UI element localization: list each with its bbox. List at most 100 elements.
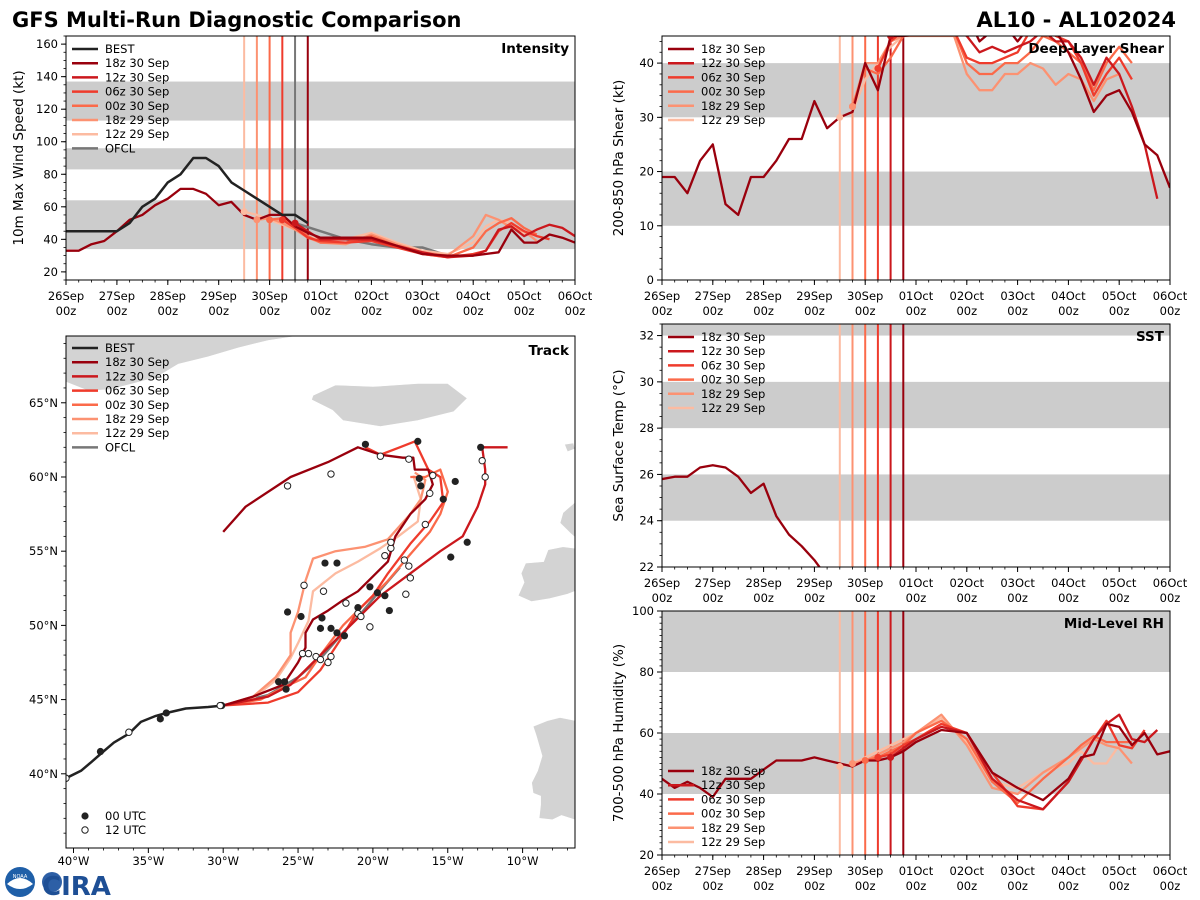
- land-faroe: [564, 442, 575, 453]
- legend-marker-00utc: [81, 812, 89, 820]
- shear-y-tick-label: 0: [647, 273, 654, 287]
- shear-x-tick-label-hour: 00z: [956, 304, 977, 318]
- track-marker-12utc: [381, 551, 389, 560]
- track-marker-00utc: [333, 629, 341, 637]
- track-panel: 40°W 35°W 30°W 25°W 20°W 15°W 10°W 40°N 45°N 50°N…: [29, 335, 576, 868]
- legend-label-00z-30-sep: 00z 30 Sep: [105, 398, 169, 412]
- intensity-series-best: [66, 156, 309, 233]
- legend-label-best: BEST: [105, 42, 135, 56]
- intensity-run-start-18z-29-sep: [253, 216, 261, 224]
- legend-label-ofcl: OFCL: [105, 141, 136, 155]
- track-marker-12utc: [429, 471, 437, 480]
- shear-band-0: [662, 171, 1170, 226]
- intensity-series-12z-29-sep: [243, 210, 525, 256]
- track-marker-00utc: [439, 495, 447, 503]
- rh-x-tick-label-hour: 00z: [753, 879, 774, 893]
- legend-label-18z-29-sep: 18z 29 Sep: [105, 412, 169, 426]
- track-marker-12utc: [366, 623, 374, 631]
- shear-x-tick-label-day: 26Sep: [644, 289, 680, 303]
- legend-label-12z-29-sep: 12z 29 Sep: [701, 401, 765, 415]
- track-marker-12utc: [481, 473, 489, 481]
- track-marker-00utc: [282, 685, 290, 693]
- intensity-panel: 2040608010012014016026Sep00z27Sep00z28Se…: [11, 35, 593, 318]
- track-line-12z-29-sep: [222, 475, 422, 707]
- shear-x-tick-label-hour: 00z: [1007, 304, 1028, 318]
- track-marker-00utc: [354, 603, 362, 612]
- sst-x-tick-label-day: 04Oct: [1051, 576, 1086, 590]
- rh-band-1: [662, 611, 1170, 672]
- legend-label-18z-30-sep: 18z 30 Sep: [105, 355, 169, 369]
- shear-x-tick-label-hour: 00z: [906, 304, 927, 318]
- shear-x-tick-label-day: 04Oct: [1051, 289, 1086, 303]
- legend-label-18z-29-sep: 18z 29 Sep: [105, 113, 169, 127]
- track-marker-00utc: [274, 678, 283, 686]
- intensity-x-tick-label-hour: 00z: [107, 304, 128, 318]
- land-iceland: [311, 383, 468, 427]
- track-marker-00utc: [283, 608, 292, 616]
- track-marker-12utc: [216, 701, 224, 710]
- shear-x-tick-label-hour: 00z: [753, 304, 774, 318]
- shear-x-tick-label-day: 30Sep: [847, 289, 883, 303]
- intensity-panel-title: Intensity: [501, 41, 569, 57]
- rh-y-tick-label: 20: [639, 848, 654, 862]
- legend-label-12z-29-sep: 12z 29 Sep: [701, 835, 765, 849]
- track-marker-00utc: [373, 589, 381, 597]
- track-marker-00utc: [451, 477, 459, 486]
- shear-x-tick-label-hour: 00z: [702, 304, 723, 318]
- legend-label-06z-30-sep: 06z 30 Sep: [701, 792, 765, 806]
- track-line-best: [66, 704, 224, 780]
- rh-x-tick-label-hour: 00z: [1109, 879, 1130, 893]
- legend-label-00z-30-sep: 00z 30 Sep: [701, 807, 765, 821]
- track-panel-title: Track: [529, 343, 570, 359]
- intensity-x-tick-label-hour: 00z: [259, 304, 280, 318]
- intensity-x-tick-label-day: 29Sep: [201, 289, 237, 303]
- shear-x-tick-label-hour: 00z: [1058, 304, 1079, 318]
- rh-run-start-12z-29-sep: [836, 763, 844, 771]
- land-scotland: [559, 501, 575, 549]
- rh-y-axis-label: 700-500 hPa Humidity (%): [611, 644, 627, 822]
- rh-y-tick-label: 100: [632, 604, 654, 618]
- intensity-x-tick-label-hour: 00z: [565, 304, 586, 318]
- track-lat-label: 40°N: [29, 767, 58, 781]
- legend-label-12z-30-sep: 12z 30 Sep: [701, 344, 765, 358]
- shear-panel-title: Deep-Layer Shear: [1028, 41, 1164, 57]
- track-marker-12utc: [298, 649, 307, 658]
- land-greenland: [66, 336, 299, 392]
- track-marker-12utc: [405, 455, 413, 463]
- sst-band-2: [662, 324, 1170, 336]
- sst-x-tick-label-hour: 00z: [702, 591, 723, 605]
- track-marker-12utc: [400, 556, 409, 564]
- intensity-x-tick-label-hour: 00z: [463, 304, 484, 318]
- sst-x-tick-label-hour: 00z: [652, 591, 673, 605]
- intensity-x-tick-label-hour: 00z: [361, 304, 382, 318]
- legend-label-18z-29-sep: 18z 29 Sep: [701, 99, 765, 113]
- cira-globe-icon: [42, 872, 62, 892]
- shear-x-tick-label-hour: 00z: [855, 304, 876, 318]
- shear-x-tick-label-day: 06Oct: [1153, 289, 1188, 303]
- sst-x-tick-label-hour: 00z: [804, 591, 825, 605]
- legend-label-18z-30-sep: 18z 30 Sep: [701, 330, 765, 344]
- sst-x-tick-label-day: 29Sep: [796, 576, 832, 590]
- legend-label-18z-30-sep: 18z 30 Sep: [105, 56, 169, 70]
- track-lon-label: 20°W: [357, 854, 389, 868]
- legend-label-12z-29-sep: 12z 29 Sep: [105, 127, 169, 141]
- shear-y-tick-label: 40: [639, 56, 654, 70]
- legend-label-18z-29-sep: 18z 29 Sep: [701, 821, 765, 835]
- land-ireland: [517, 546, 575, 602]
- intensity-x-tick-label-day: 01Oct: [303, 289, 338, 303]
- sst-y-tick-label: 32: [639, 329, 654, 343]
- track-line-12z-30-sep: [222, 446, 508, 707]
- track-marker-00utc: [280, 678, 289, 686]
- sst-x-tick-label-day: 01Oct: [899, 576, 934, 590]
- track-marker-00utc: [162, 709, 170, 717]
- rh-series-12z-30-sep: [889, 713, 1159, 811]
- track-line-ofcl: [222, 566, 401, 707]
- shear-run-start-18z-29-sep: [849, 102, 856, 110]
- sst-x-tick-label-day: 28Sep: [745, 576, 781, 590]
- noaa-logo-text: NOAA: [13, 874, 28, 880]
- sst-x-tick-label-hour: 00z: [956, 591, 977, 605]
- rh-x-tick-label-day: 04Oct: [1051, 864, 1086, 878]
- intensity-x-tick-label-hour: 00z: [208, 304, 229, 318]
- sst-x-tick-label-day: 05Oct: [1102, 576, 1137, 590]
- rh-x-tick-label-hour: 00z: [702, 879, 723, 893]
